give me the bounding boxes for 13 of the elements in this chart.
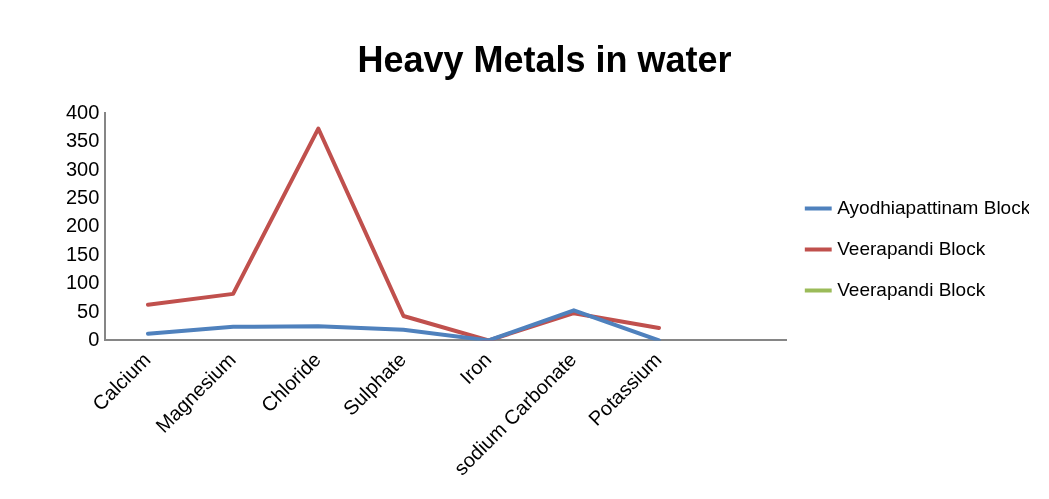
x-tick-label: Iron: [455, 348, 496, 389]
y-tick-label: 0: [88, 327, 100, 350]
legend-label: Veerapandi Block: [837, 237, 986, 259]
legend-label: Veerapandi Block: [837, 278, 986, 300]
chart-title: Heavy Metals in water: [357, 38, 732, 80]
y-tick-label: 400: [65, 100, 100, 123]
y-tick-label: 300: [65, 157, 100, 180]
y-tick-label: 350: [65, 129, 100, 152]
y-tick-label: 150: [65, 242, 100, 265]
y-tick-label: 50: [77, 299, 100, 322]
y-tick-label: 250: [65, 185, 100, 208]
y-tick-label: 100: [65, 271, 100, 294]
y-tick-label: 200: [65, 214, 100, 237]
